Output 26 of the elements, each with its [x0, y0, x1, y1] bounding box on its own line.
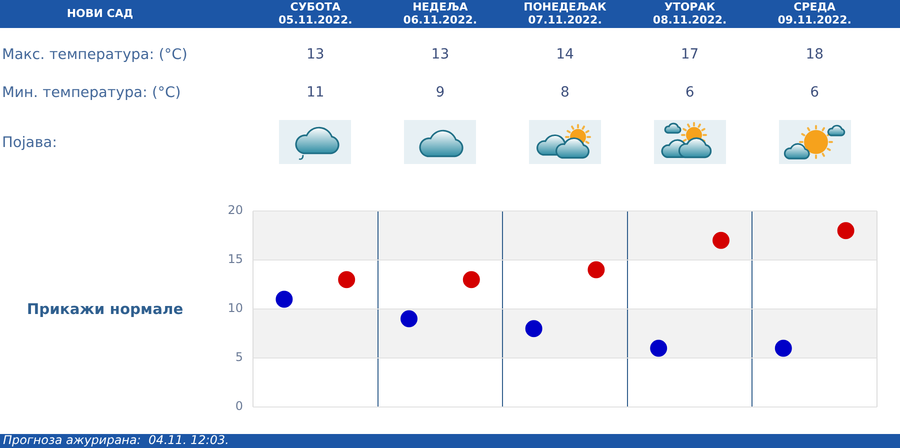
data-label: 6: [685, 84, 694, 101]
text: СРЕДА 09.11.2022.: [778, 0, 852, 26]
text: Макс. температура: (°C): [2, 46, 188, 63]
data-label: 17: [680, 46, 699, 63]
data-label: 14: [556, 46, 574, 63]
text: Мин. температура: (°C): [2, 84, 181, 101]
y-tick-label: 20: [228, 203, 243, 218]
text: УТОРАК 08.11.2022.: [652, 0, 727, 26]
text: Појава:: [2, 134, 58, 151]
data-label: 8: [560, 84, 570, 101]
text: Прогноза ажурирана: 04.11. 12:03.: [3, 433, 229, 448]
text: НЕДЕЉА 06.11.2022.: [403, 0, 478, 26]
text: НОВИ САД: [66, 6, 134, 20]
data-label: 18: [806, 46, 824, 63]
y-tick-label: 15: [228, 252, 243, 266]
data-label: 11: [306, 84, 324, 101]
text: СУБОТА 05.11.2022.: [278, 0, 352, 26]
data-label: 6: [810, 84, 820, 101]
y-tick-label: 5: [235, 350, 243, 364]
y-tick-label: 10: [228, 301, 243, 316]
text: ПОНЕДЕЉАК 07.11.2022.: [524, 0, 606, 26]
data-label: 13: [306, 46, 324, 63]
data-label: 13: [431, 46, 450, 63]
y-tick-label: 0: [235, 399, 243, 414]
text: Прикажи нормале: [26, 300, 184, 318]
data-label: 9: [436, 84, 445, 101]
